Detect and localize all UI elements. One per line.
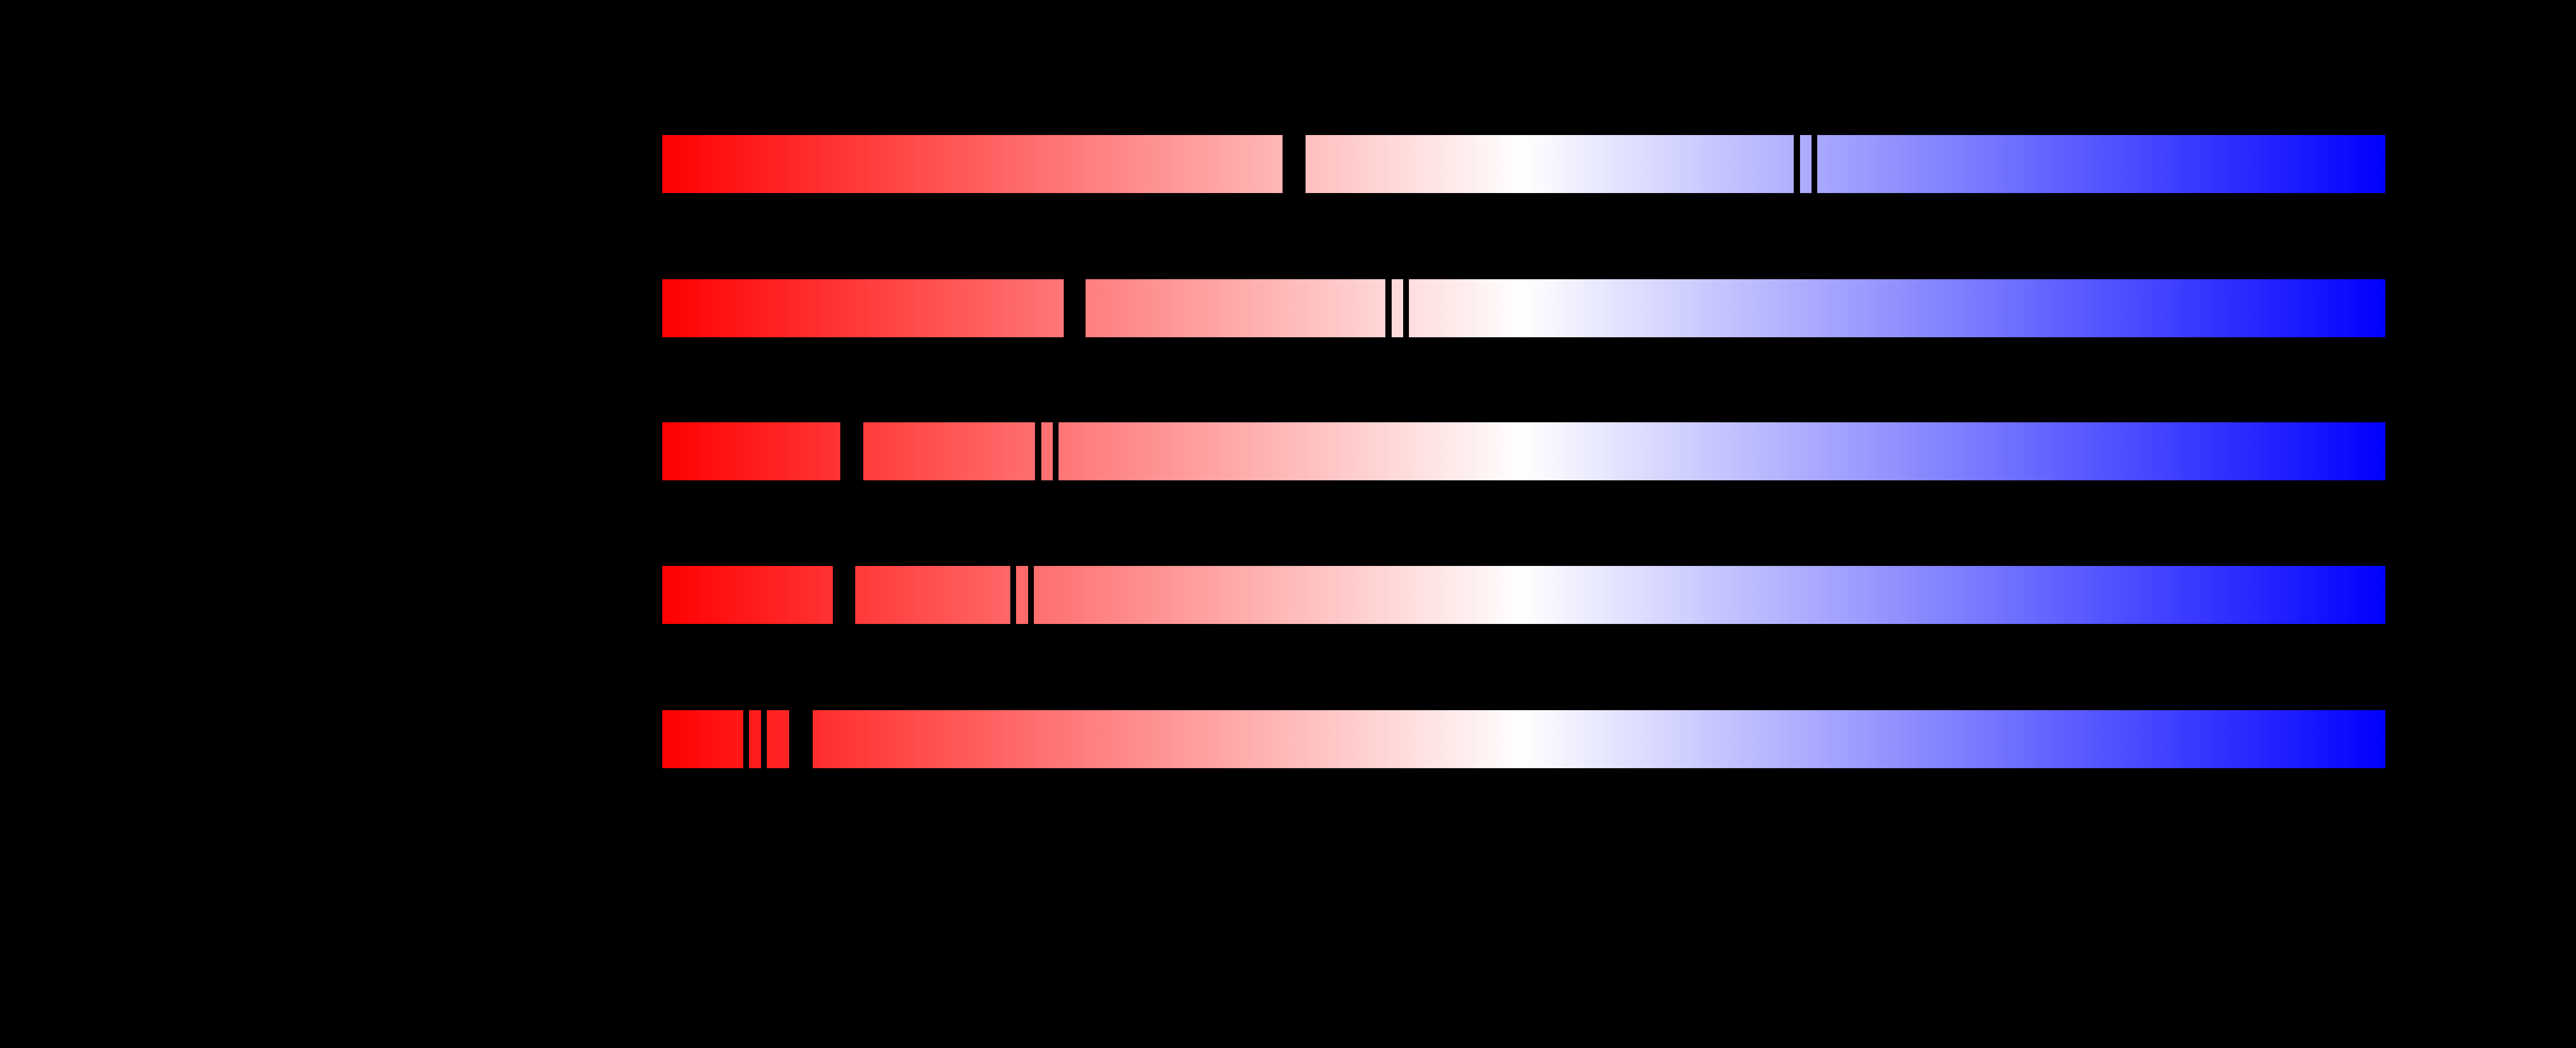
gradient-bar-1 <box>662 135 2385 193</box>
break-mark <box>1028 566 1034 624</box>
break-mark <box>789 710 813 768</box>
gradient-bar-2 <box>662 279 2385 337</box>
break-mark <box>760 710 767 768</box>
break-mark <box>832 566 855 624</box>
gradient-bar-4 <box>662 566 2385 624</box>
gradient-bar-5 <box>662 710 2385 768</box>
break-mark <box>840 422 864 480</box>
break-mark <box>1811 135 1817 193</box>
gradient-bar-3 <box>662 422 2385 480</box>
break-mark <box>1010 566 1016 624</box>
break-mark <box>1385 279 1392 337</box>
break-mark <box>1064 279 1086 337</box>
break-mark <box>1034 422 1041 480</box>
break-mark <box>1403 279 1409 337</box>
break-mark <box>1794 135 1800 193</box>
break-mark <box>1283 135 1306 193</box>
break-mark <box>1053 422 1059 480</box>
break-mark <box>743 710 749 768</box>
